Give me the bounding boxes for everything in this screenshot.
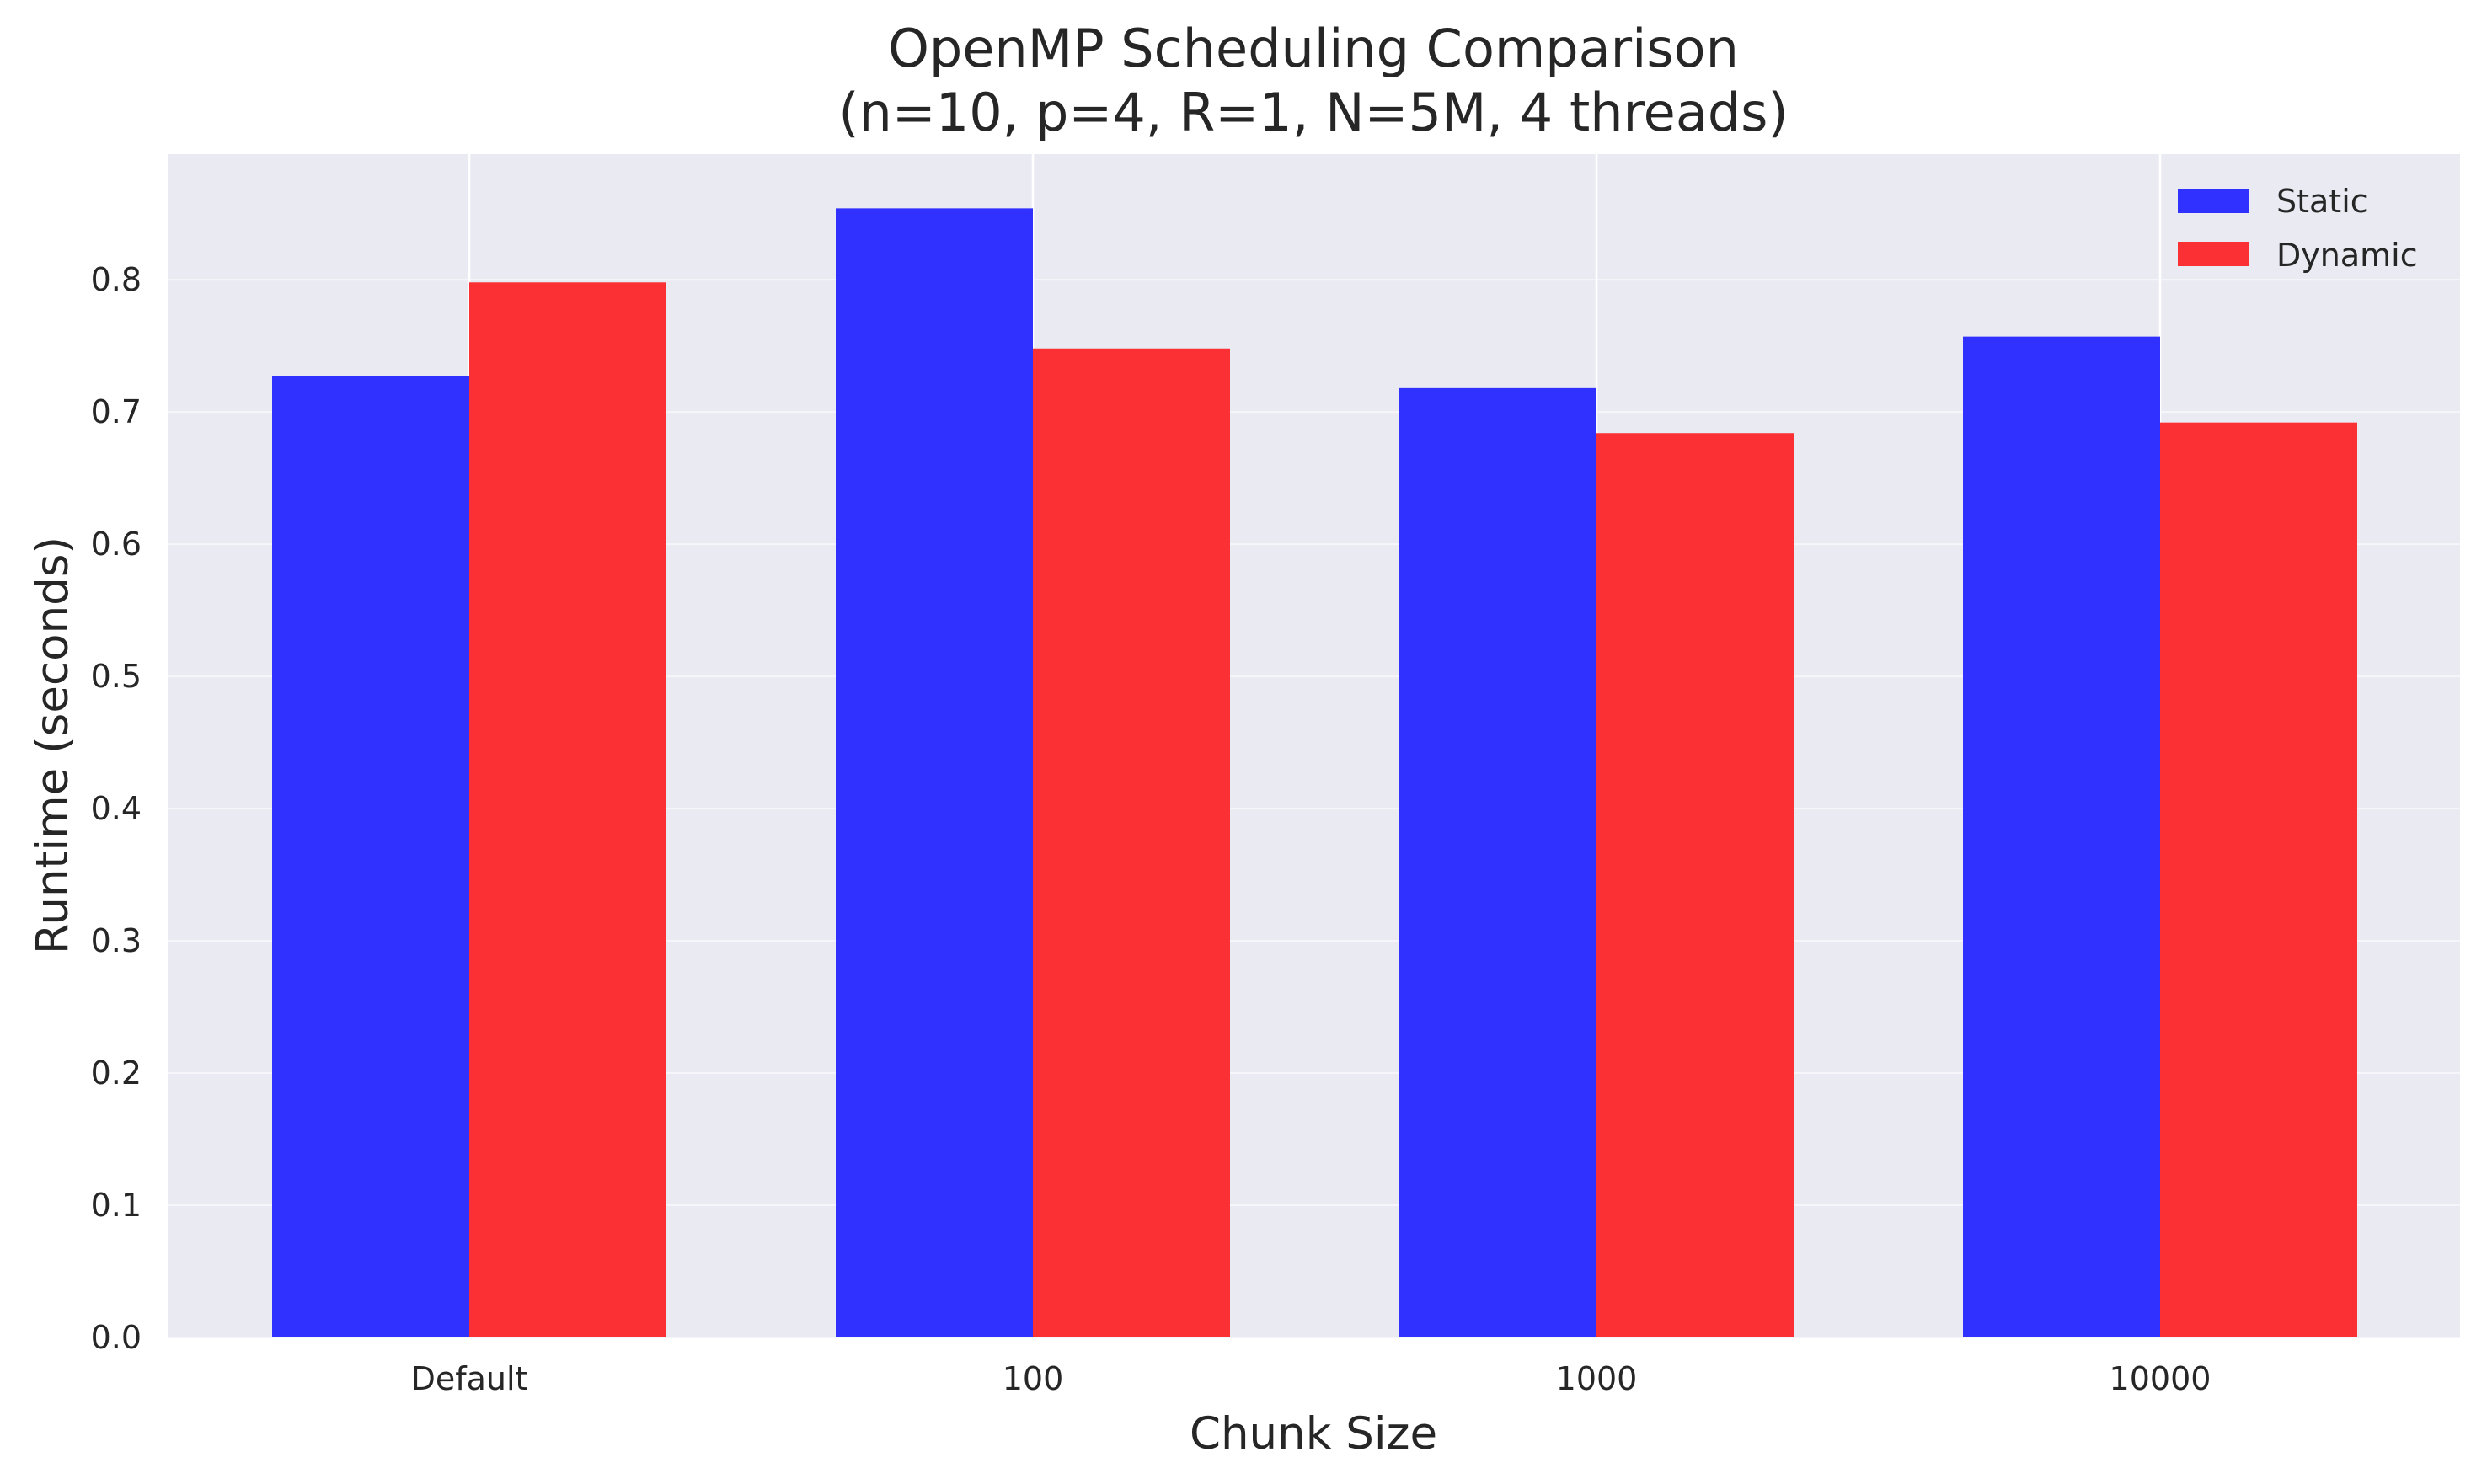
x-tick-label: Default	[411, 1360, 528, 1397]
legend-label-dynamic: Dynamic	[2276, 237, 2418, 274]
legend-swatch-dynamic	[2178, 242, 2249, 266]
chart-title-line-2: (n=10, p=4, R=1, N=5M, 4 threads)	[838, 82, 1788, 143]
bar-static-10000	[1963, 336, 2160, 1338]
bars	[272, 208, 2357, 1338]
y-tick-label: 0.5	[91, 658, 142, 695]
bar-dynamic-10000	[2160, 422, 2357, 1337]
y-tick-label: 0.1	[91, 1187, 142, 1224]
y-tick-label: 0.3	[91, 922, 142, 959]
bar-static-100	[836, 208, 1033, 1337]
legend-label-static: Static	[2276, 183, 2368, 220]
legend-swatch-static	[2178, 189, 2249, 213]
y-tick-labels: 0.0 0.1 0.2 0.3 0.4 0.5 0.6 0.7 0.8	[91, 261, 142, 1356]
y-tick-label: 0.0	[91, 1319, 142, 1356]
y-tick-label: 0.4	[91, 790, 142, 827]
x-axis-label: Chunk Size	[1190, 1408, 1437, 1460]
x-tick-labels: Default 100 1000 10000	[411, 1360, 2212, 1397]
x-tick-label: 10000	[2110, 1360, 2212, 1397]
bar-static-default	[272, 376, 469, 1338]
bar-static-1000	[1399, 387, 1596, 1337]
bar-dynamic-100	[1033, 348, 1230, 1337]
bar-dynamic-default	[469, 282, 666, 1338]
legend: Static Dynamic	[2178, 183, 2418, 274]
y-tick-label: 0.7	[91, 393, 142, 430]
chart-title-line-1: OpenMP Scheduling Comparison	[888, 18, 1739, 79]
y-tick-label: 0.6	[91, 526, 142, 563]
x-tick-label: 1000	[1556, 1360, 1638, 1397]
y-axis-label: Runtime (seconds)	[27, 536, 78, 954]
y-tick-label: 0.2	[91, 1054, 142, 1092]
y-tick-label: 0.8	[91, 261, 142, 298]
x-tick-label: 100	[1003, 1360, 1064, 1397]
bar-dynamic-1000	[1596, 433, 1794, 1337]
